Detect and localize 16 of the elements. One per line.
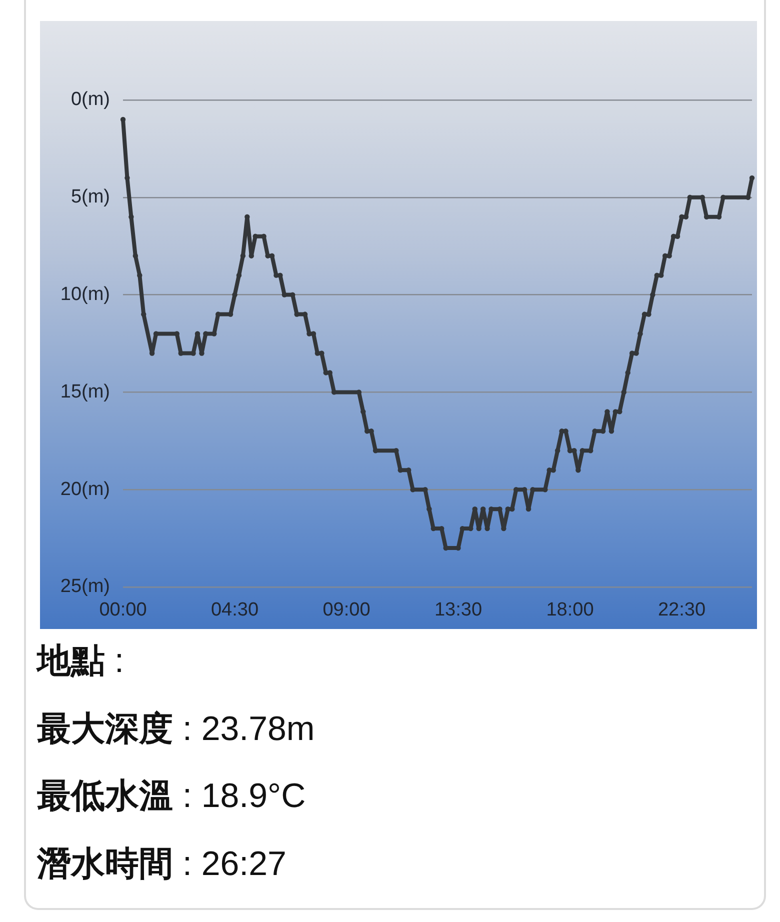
text: 地點 : xyxy=(37,641,124,681)
y-tick-label: 5(m) xyxy=(70,186,110,208)
x-tick-label: 09:00 xyxy=(322,600,370,621)
x-tick-label: 18:00 xyxy=(546,600,594,621)
y-tick-label: 25(m) xyxy=(60,576,110,598)
y-tick-label: 20(m) xyxy=(60,478,110,500)
y-tick-label: 15(m) xyxy=(60,381,110,402)
text: 最大深度 : 23.78m xyxy=(37,708,315,749)
text: 最低水溫 : 18.9°C xyxy=(37,776,306,816)
y-tick-label: 10(m) xyxy=(60,284,110,306)
x-tick-label: 04:30 xyxy=(210,600,259,621)
x-tick-label: 00:00 xyxy=(99,600,147,621)
x-tick-label: 22:30 xyxy=(658,600,706,621)
x-tick-label: 13:30 xyxy=(434,600,482,621)
y-tick-label: 0(m) xyxy=(70,89,110,110)
text: 潛水時間 : 26:27 xyxy=(37,844,286,884)
